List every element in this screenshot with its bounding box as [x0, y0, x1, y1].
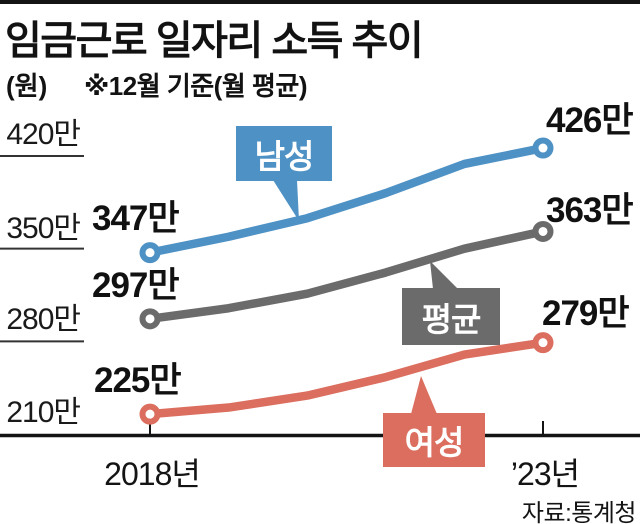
- y-axis-unit-label: (원): [6, 71, 48, 101]
- point-male-2023: [532, 137, 554, 159]
- value-label-average-2023: 363만: [546, 191, 634, 230]
- callout-tail-female: [411, 376, 437, 414]
- value-label-female-2018: 225만: [94, 361, 182, 400]
- point-average-2023: [532, 220, 554, 242]
- point-male-2018: [139, 242, 161, 264]
- chart-basis-note: ※12월 기준(월 평균): [84, 71, 307, 101]
- top-border-rule: [0, 0, 640, 4]
- line-female: [149, 338, 544, 419]
- y-tick-label-420: 420만: [6, 118, 81, 151]
- x-tick-label-2023: ’23년: [510, 456, 580, 492]
- source-credit: 자료:통계청: [521, 500, 637, 524]
- series-label-average: 평균: [402, 288, 500, 345]
- callout-tail-average: [430, 261, 458, 289]
- y-tick-label-350: 350만: [6, 212, 81, 245]
- series-label-female: 여성: [383, 413, 485, 467]
- value-label-male-2023: 426만: [546, 101, 634, 140]
- y-tick-label-280: 280만: [6, 303, 81, 336]
- line-male: [149, 143, 544, 257]
- value-label-average-2018: 297만: [92, 266, 180, 305]
- value-label-female-2023: 279만: [542, 294, 630, 333]
- value-label-male-2018: 347만: [92, 199, 180, 238]
- point-average-2018: [139, 308, 161, 330]
- callout-tail-male: [273, 180, 299, 221]
- chart-title: 임금근로 일자리 소득 추이: [5, 19, 424, 63]
- point-female-2023: [532, 332, 554, 354]
- series-label-male: 남성: [236, 126, 332, 181]
- line-average: [149, 227, 544, 324]
- point-female-2018: [139, 403, 161, 425]
- x-tick-label-2018: 2018년: [104, 456, 201, 492]
- y-tick-label-210: 210만: [6, 396, 81, 429]
